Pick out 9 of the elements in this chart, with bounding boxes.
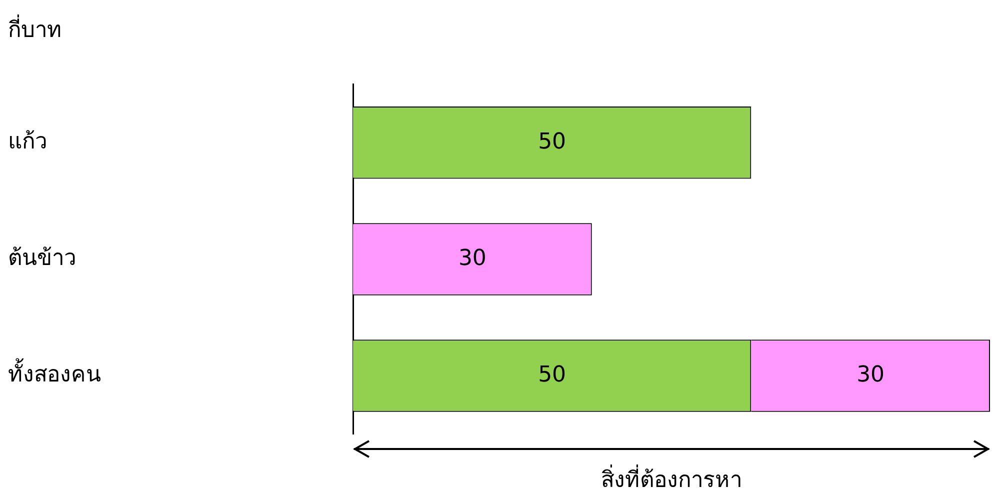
y-axis-title: กี่บาท [8, 14, 62, 43]
data-label: 30 [458, 246, 486, 271]
text: สิ่งที่ต้องการหา [600, 464, 743, 495]
data-label: 50 [538, 362, 566, 388]
data-label: 30 [856, 362, 885, 388]
y-tick-label: แก้ว [8, 129, 47, 154]
data-label: 50 [538, 129, 566, 154]
y-tick-label: ทั้งสองคน [8, 358, 101, 388]
y-tick-label: ต้นข้าว [8, 246, 76, 271]
